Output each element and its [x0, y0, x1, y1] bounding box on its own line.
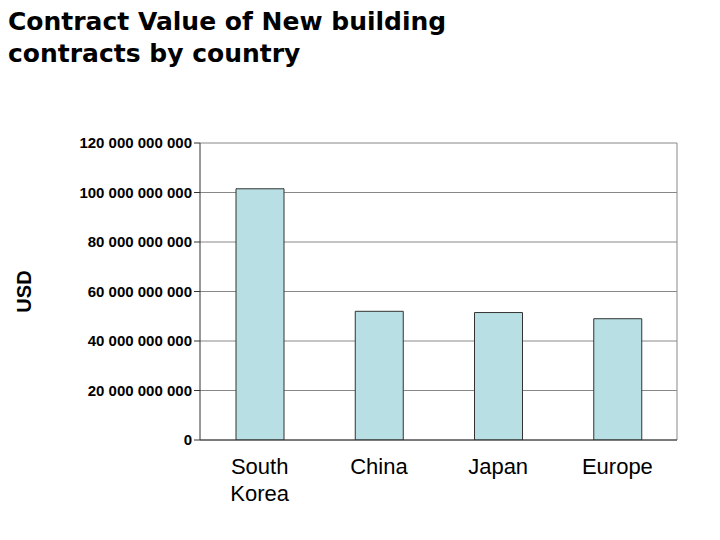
svg-text:China: China — [350, 454, 408, 479]
svg-text:SouthKorea: SouthKorea — [230, 454, 289, 506]
html-text:Contract Value of New building: Contract Value of New building contracts… — [8, 7, 447, 68]
svg-text:60 000 000 000: 60 000 000 000 — [88, 283, 192, 300]
svg-text:80 000 000 000: 80 000 000 000 — [88, 233, 192, 250]
svg-text:Japan: Japan — [468, 454, 528, 479]
svg-text:0: 0 — [184, 431, 192, 448]
svg-text:120 000 000 000: 120 000 000 000 — [79, 134, 192, 151]
svg-text:20 000 000 000: 20 000 000 000 — [88, 382, 192, 399]
svg-text:100 000 000 000: 100 000 000 000 — [79, 184, 192, 201]
svg-text:40 000 000 000: 40 000 000 000 — [88, 332, 192, 349]
svg-text:USD: USD — [13, 270, 35, 312]
svg-text:Europe: Europe — [582, 454, 653, 479]
